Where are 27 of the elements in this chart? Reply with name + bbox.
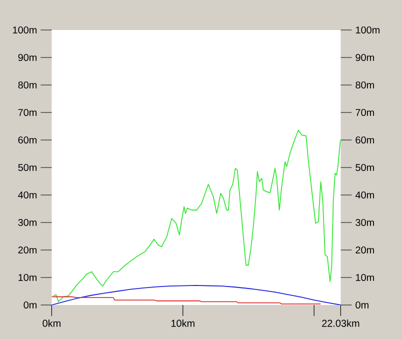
y2-tick-label: 90m [356,54,374,62]
y-tick-label: 10m [18,274,37,282]
y-tick-label: 40m [18,191,37,199]
y2-tick-label: 20m [356,246,374,254]
y-tick-label: 0m [24,301,37,309]
y2-tick-label: 100m [356,26,380,34]
y-tick-label: 60m [18,136,37,144]
y-tick-label: 70m [18,108,37,116]
line-series [52,296,322,304]
x-tick-label: 0km [42,320,60,327]
y2-tick-label: 60m [356,136,374,144]
y2-tick-label: 70m [356,108,374,116]
y-tick-label: 20m [18,246,37,254]
y-tick-label: 30m [18,218,37,226]
y-tick-label: 50m [18,164,37,172]
y-tick-label: 100m [13,26,37,34]
y2-tick-label: 0m [356,301,368,309]
y2-tick-label: 40m [355,191,374,199]
y-tick-label: 80m [18,81,37,89]
y-tick-label: 90m [18,54,37,62]
y2-tick-label: 80m [356,81,374,89]
y2-tick-label: 10m [356,274,374,282]
y2-tick-label: 50m [356,164,374,172]
line-series [52,130,341,302]
x-tick-label: 10km [171,320,194,327]
y2-tick-label: 30m [356,218,374,226]
x-tick-label: 22.03km [322,320,360,327]
